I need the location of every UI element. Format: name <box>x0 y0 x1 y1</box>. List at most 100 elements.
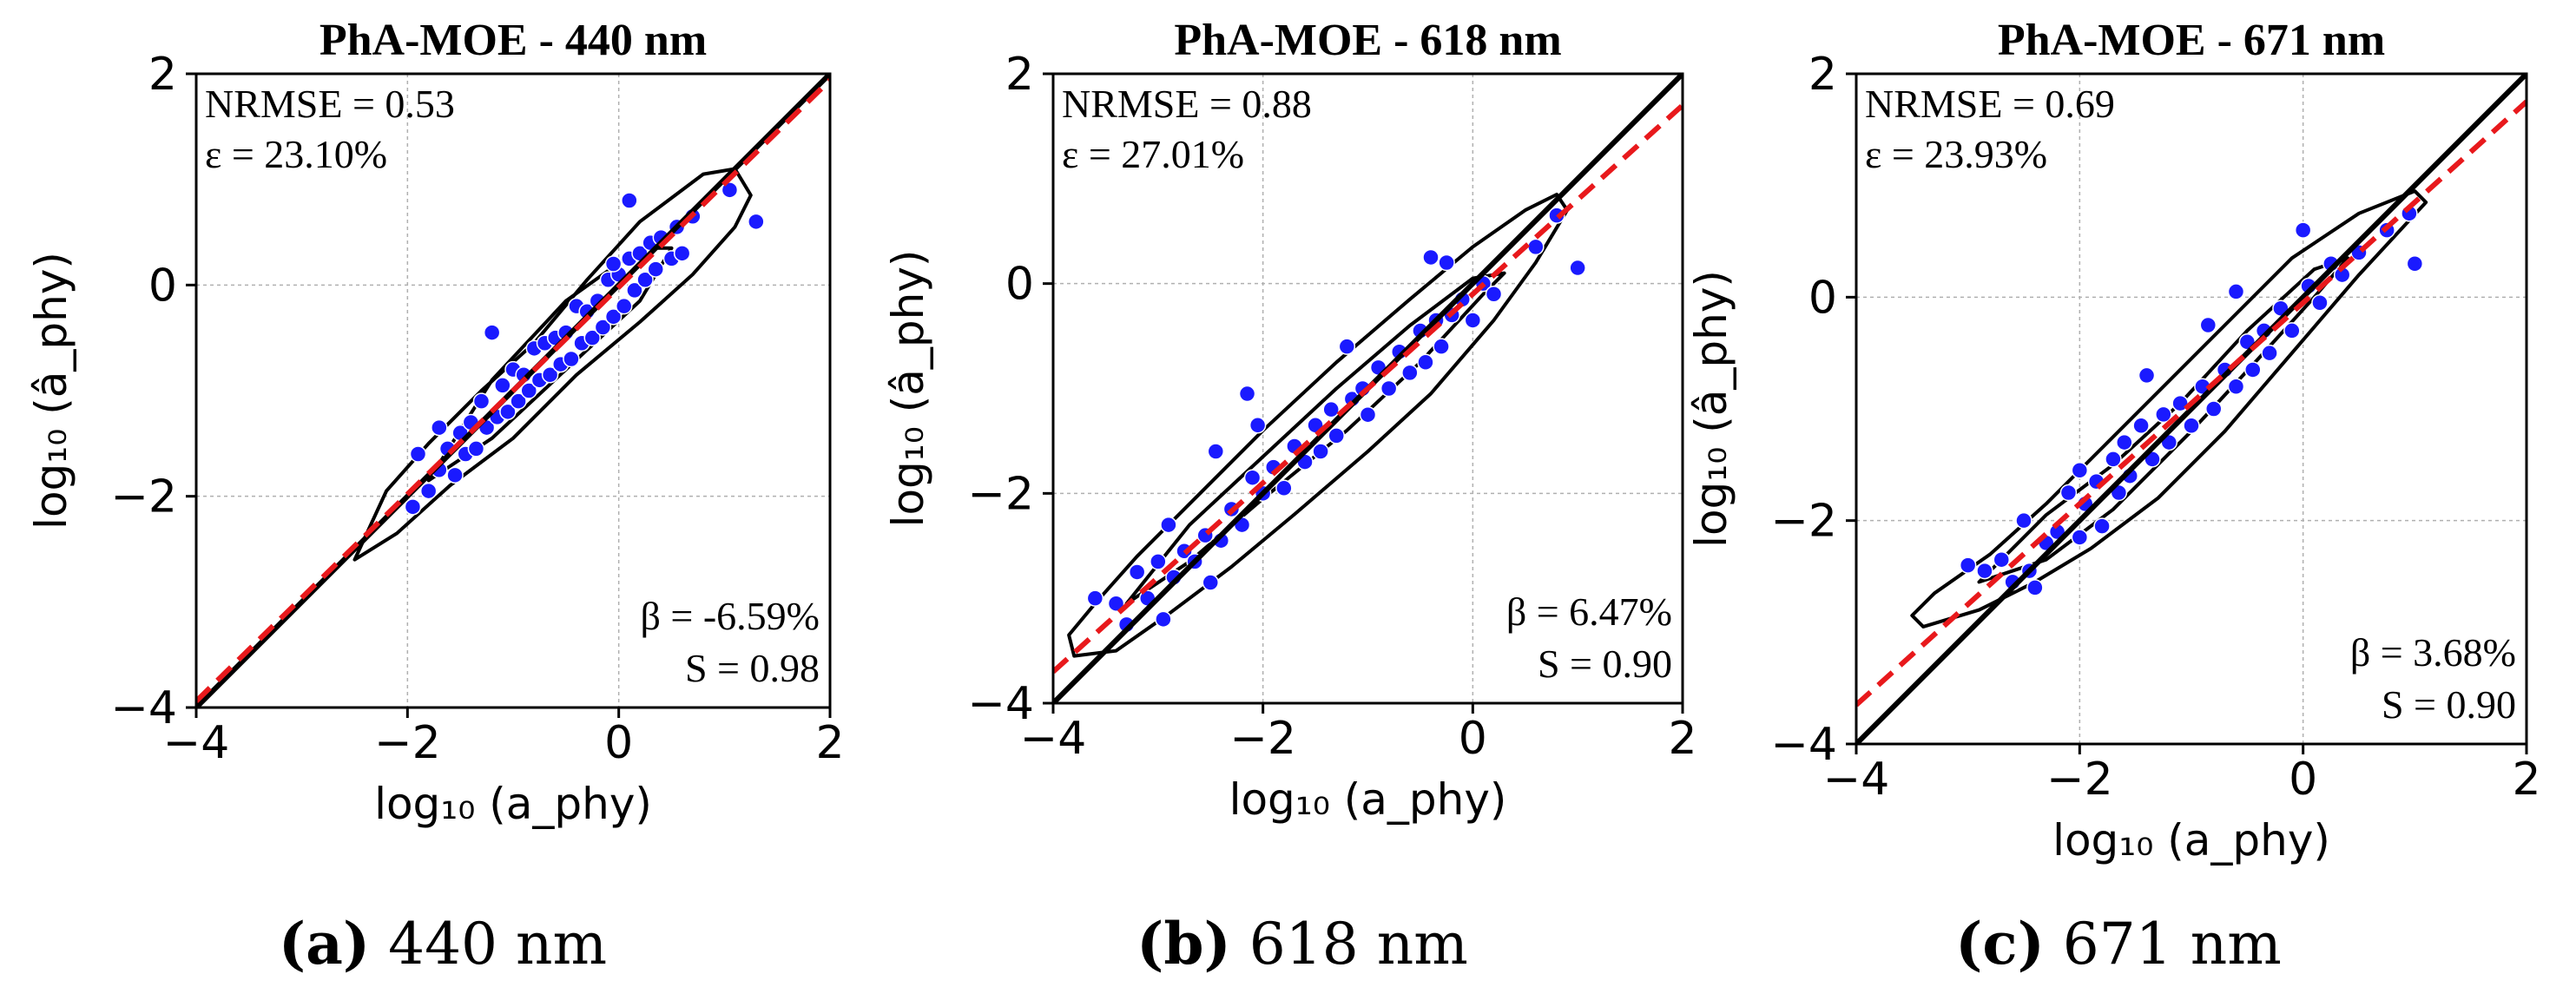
data-point <box>419 482 438 500</box>
data-point <box>636 271 654 288</box>
metric-s: S = 0.98 <box>685 646 820 690</box>
regression-fit-line <box>1053 103 1683 674</box>
metric-s: S = 0.90 <box>1538 642 1672 686</box>
y-tick-label: −2 <box>1770 496 1837 548</box>
data-point <box>1433 338 1450 355</box>
x-tick-label: 0 <box>604 717 633 769</box>
x-axis-label: log₁₀ (a_phy) <box>374 779 652 829</box>
x-tick-label: −2 <box>1229 713 1296 765</box>
subfigure-caption: (a) 440 nm <box>279 910 607 978</box>
y-tick-label: 2 <box>148 49 177 101</box>
density-contour-1 <box>1067 193 1570 658</box>
y-axis-label: log₁₀ (â_phy) <box>26 252 76 530</box>
x-tick-label: −2 <box>374 717 441 769</box>
data-point <box>1128 563 1146 581</box>
x-tick-label: −4 <box>1823 754 1890 806</box>
y-tick-label: 0 <box>148 260 177 312</box>
data-point <box>1993 550 2011 569</box>
data-point <box>1243 469 1262 486</box>
subfigure-caption: (b) 618 nm <box>1136 910 1468 978</box>
plot-frame <box>1051 72 1684 705</box>
metric-epsilon: ε = 23.10% <box>205 132 387 176</box>
data-point <box>1107 595 1125 612</box>
data-point <box>647 260 664 278</box>
plot-frame <box>194 72 832 709</box>
plot-area <box>196 74 830 708</box>
subfigure-caption: (c) 671 nm <box>1955 910 2282 978</box>
metric-nrmse: NRMSE = 0.53 <box>205 82 455 126</box>
data-point <box>1238 385 1256 403</box>
data-point <box>2406 254 2424 273</box>
data-point <box>1207 443 1225 460</box>
y-axis-label: log₁₀ (â_phy) <box>883 250 933 528</box>
data-point <box>616 297 633 315</box>
metric-epsilon: ε = 27.01% <box>1062 132 1244 176</box>
data-point <box>621 192 638 209</box>
density-contour-1 <box>1910 189 2428 629</box>
data-point <box>2199 316 2217 334</box>
data-point <box>1485 286 1503 303</box>
data-point <box>721 181 739 199</box>
metric-beta: β = -6.59% <box>641 594 820 638</box>
data-point <box>1359 405 1377 424</box>
data-point <box>431 418 448 437</box>
y-tick-label: 0 <box>1005 259 1034 311</box>
data-point <box>604 255 623 273</box>
data-point <box>1202 574 1219 591</box>
y-tick-label: −4 <box>967 678 1034 730</box>
data-point <box>1328 427 1345 444</box>
data-point <box>1380 379 1398 398</box>
regression-fit-line <box>196 78 830 703</box>
y-tick-label: −2 <box>967 468 1034 520</box>
x-tick-label: 2 <box>2512 754 2540 806</box>
data-point <box>626 281 643 300</box>
data-point <box>510 392 527 410</box>
data-point <box>594 319 612 336</box>
data-point <box>1322 400 1340 418</box>
data-point <box>2105 451 2122 468</box>
data-point <box>2071 529 2089 546</box>
metric-s: S = 0.90 <box>2382 682 2516 727</box>
data-point <box>404 498 422 516</box>
caption-label: (c) <box>1955 910 2045 978</box>
caption-text: 440 nm <box>370 911 607 978</box>
data-point <box>1569 259 1586 277</box>
data-point <box>1248 417 1267 434</box>
data-point <box>1338 338 1356 355</box>
data-point <box>1312 443 1329 460</box>
identity-line <box>1856 74 2527 744</box>
data-point <box>2093 517 2111 535</box>
data-point <box>2283 322 2301 339</box>
data-point <box>2227 283 2245 300</box>
data-point <box>2138 366 2156 385</box>
data-point <box>2294 221 2312 239</box>
plot-area <box>1053 74 1683 703</box>
data-point <box>409 445 427 463</box>
data-point <box>1401 364 1419 382</box>
plot-frame <box>1855 72 2528 746</box>
y-tick-label: 2 <box>1005 49 1034 101</box>
metric-nrmse: NRMSE = 0.69 <box>1865 82 2115 126</box>
data-point <box>520 382 537 399</box>
data-point <box>673 245 691 262</box>
y-tick-label: −2 <box>110 471 177 523</box>
density-contour-1 <box>352 167 753 562</box>
chart-panel-2: −4 −2 0 2 −4 −2 0 2 PhA-MOE - 618 nm log₁₀ (a_phy… <box>883 16 1697 825</box>
data-point <box>563 350 580 368</box>
data-point <box>1086 589 1104 607</box>
data-point <box>604 308 623 326</box>
data-point <box>2155 405 2172 424</box>
data-point <box>2116 433 2133 451</box>
x-tick-label: −4 <box>1020 713 1087 765</box>
data-point <box>2311 294 2329 312</box>
data-point <box>2227 378 2245 396</box>
data-point <box>472 392 491 410</box>
data-point <box>483 324 501 341</box>
x-tick-label: −2 <box>2046 754 2113 806</box>
data-point <box>583 329 601 346</box>
data-point <box>2261 344 2278 362</box>
density-contour-2 <box>426 246 674 483</box>
x-axis-label: log₁₀ (a_phy) <box>1229 774 1507 825</box>
metric-epsilon: ε = 23.93% <box>1865 132 2047 176</box>
caption-label: (b) <box>1136 910 1231 978</box>
